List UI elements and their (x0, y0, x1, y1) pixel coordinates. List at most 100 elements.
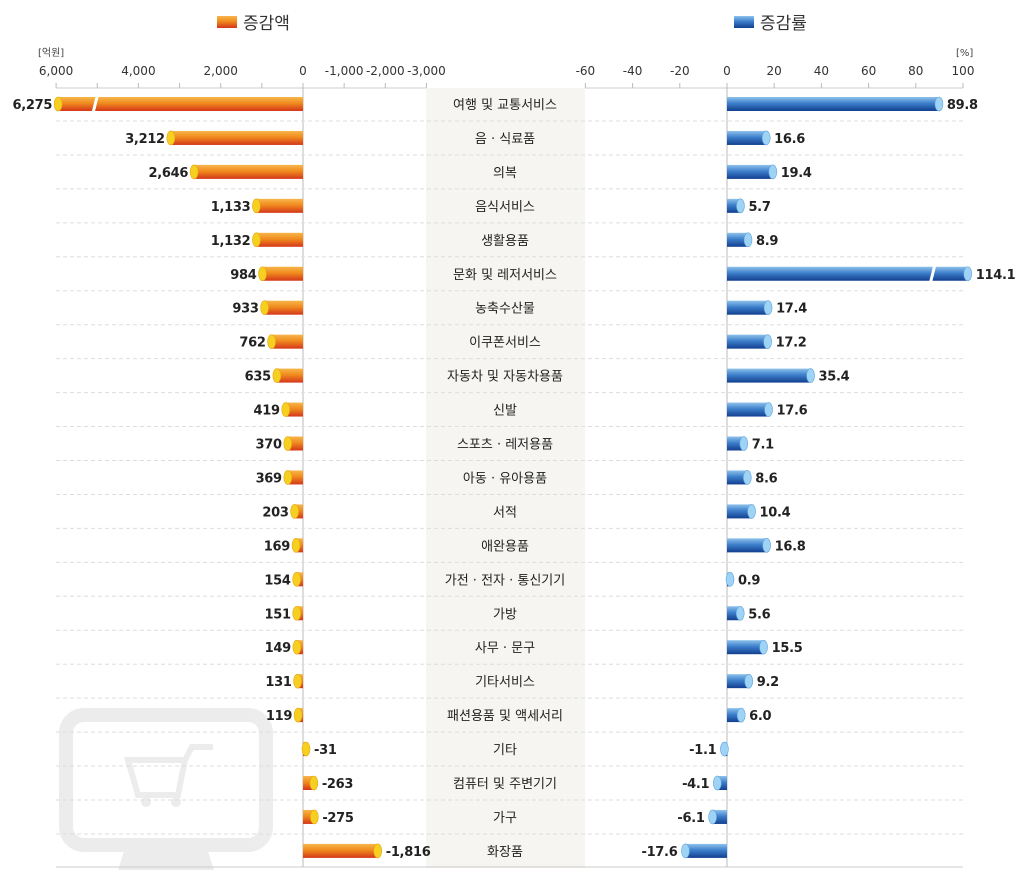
amount-value-label: 131 (265, 675, 291, 690)
rate-value-label: -4.1 (682, 777, 709, 792)
rate-bar (727, 402, 769, 417)
rate-bar (727, 97, 939, 111)
rate-bar-cap (736, 707, 746, 723)
amount-bar-cap (290, 504, 299, 519)
tick-label: -2,000 (366, 64, 405, 78)
amount-bar (264, 300, 303, 315)
category-label: 사무 · 문구 (475, 641, 535, 656)
amount-bar-cap (373, 843, 383, 859)
rate-bar-cap (739, 436, 749, 451)
rate-value-label: 114.1 (976, 268, 1016, 283)
tick-label: -40 (623, 64, 643, 78)
rate-value-label: -17.6 (641, 845, 677, 860)
rate-bar (727, 538, 767, 553)
rate-bar-cap (725, 571, 735, 587)
rate-bar (727, 470, 748, 485)
legend-label: 증감액 (243, 14, 290, 34)
category-label: 이쿠폰서비스 (469, 336, 541, 351)
amount-bar-cap (272, 368, 282, 383)
rate-value-label: 15.5 (772, 641, 803, 656)
rate-bar (685, 843, 727, 858)
amount-bar (262, 266, 303, 281)
tick-label: 0 (299, 64, 307, 78)
tick-label: 0 (723, 64, 731, 78)
amount-value-label: 151 (265, 607, 291, 622)
amount-bar (256, 232, 303, 247)
rate-value-label: 35.4 (819, 370, 850, 385)
rate-bar-cap (681, 843, 690, 859)
category-label: 컴퓨터 및 주변기기 (453, 777, 557, 792)
category-label: 스포츠 · 레저용품 (457, 438, 553, 453)
category-label: 문화 및 레저서비스 (453, 268, 557, 283)
amount-value-label: 635 (245, 370, 271, 385)
category-label: 음 · 식료품 (475, 132, 535, 147)
amount-bar-cap (309, 775, 319, 791)
amount-bar-cap (310, 809, 319, 825)
rate-bar (727, 164, 773, 179)
category-label: 기타 (493, 743, 517, 758)
rate-bar-cap (720, 741, 729, 757)
rate-value-label: 17.6 (777, 404, 808, 419)
rate-bar (727, 300, 769, 315)
amount-bar-cap (252, 198, 261, 214)
rate-bar (727, 232, 749, 247)
tick-label: -3,000 (407, 64, 446, 78)
amount-bar (170, 130, 303, 145)
amount-value-label: 6,275 (13, 98, 53, 113)
rate-value-label: 89.8 (947, 98, 978, 113)
axis-break-mark (929, 265, 937, 283)
rate-value-label: 10.4 (760, 505, 791, 520)
rate-value-label: -6.1 (677, 811, 704, 826)
rate-bar-cap (743, 232, 753, 248)
category-label: 가구 (493, 811, 517, 826)
amount-value-label: 933 (232, 302, 258, 317)
category-label: 여행 및 교통서비스 (453, 97, 557, 113)
amount-value-label: 370 (256, 438, 282, 453)
rate-value-label: 9.2 (757, 675, 779, 690)
rate-bar-cap (963, 266, 973, 282)
tick-label: 4,000 (121, 64, 155, 78)
rate-value-label: 5.6 (748, 607, 770, 622)
category-label: 가방 (493, 607, 517, 622)
category-label: 애완용품 (481, 539, 529, 554)
axis-break-mark (91, 95, 99, 113)
rate-bar-cap (759, 639, 768, 655)
shopping-cart-monitor-watermark (59, 708, 273, 870)
tick-label: -1,000 (325, 64, 364, 78)
amount-bar-cap (258, 266, 267, 282)
category-label: 화장품 (487, 845, 523, 860)
amount-bar-cap (267, 334, 276, 349)
rate-value-label: -1.1 (689, 743, 716, 758)
amount-bar-cap (252, 232, 261, 248)
rate-value-label: 16.8 (775, 539, 806, 554)
rate-bar (727, 130, 767, 145)
rate-bar (727, 436, 744, 451)
rate-value-label: 19.4 (781, 166, 812, 181)
amount-bar (287, 436, 303, 451)
tick-label: -20 (670, 64, 690, 78)
amount-value-label: -275 (322, 811, 354, 826)
rate-value-label: 6.0 (749, 709, 771, 724)
amount-bar-cap (283, 470, 293, 485)
amount-bar (271, 334, 303, 349)
rate-bar-cap (768, 164, 778, 180)
rate-bar-cap (806, 368, 815, 383)
amount-value-label: 2,646 (148, 166, 188, 181)
amount-bar (276, 368, 303, 383)
rate-bar (727, 334, 768, 349)
amount-bar (303, 843, 378, 858)
amount-value-label: 3,212 (125, 132, 165, 147)
amount-value-label: 984 (230, 268, 256, 283)
amount-bar (256, 198, 303, 213)
rate-value-label: 8.6 (755, 471, 777, 486)
amount-bar-cap (293, 707, 303, 723)
category-label: 가전 · 전자 · 통신기기 (445, 573, 565, 588)
tick-label: 80 (908, 64, 923, 78)
amount-bar-cap (189, 164, 199, 180)
rate-value-label: 0.9 (738, 573, 760, 588)
rate-bar-cap (742, 470, 752, 485)
amount-value-label: 169 (264, 539, 290, 554)
rate-bar (717, 776, 727, 790)
amount-bar-cap (283, 436, 293, 451)
amount-bar-cap (292, 639, 302, 655)
